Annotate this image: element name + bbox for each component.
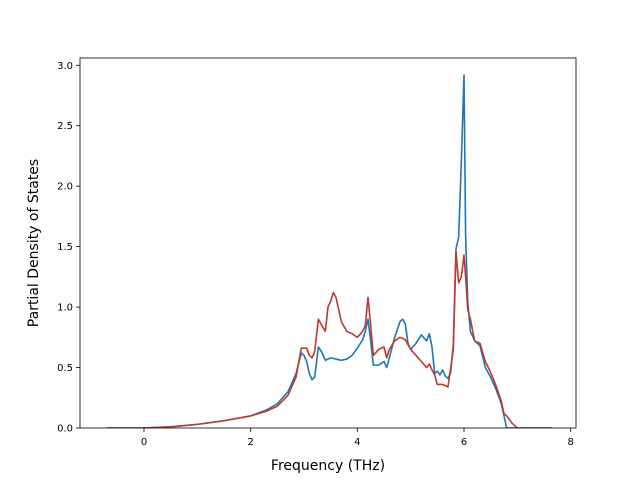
- y-tick-label: 2.5: [57, 121, 73, 132]
- series-line-2: [106, 250, 552, 428]
- y-tick-label: 0.0: [57, 424, 73, 435]
- x-axis-label: Frequency (THz): [271, 458, 385, 474]
- x-tick-label: 0: [141, 437, 147, 448]
- y-tick-label: 3.0: [57, 61, 73, 72]
- axes: 0 2 4 6 8 0.0 0.5 1.0 1.5 2.0 2.5 3.0: [57, 57, 577, 448]
- x-tick-label: 2: [247, 437, 253, 448]
- axes-frame: [79, 57, 577, 429]
- x-tick-label: 8: [567, 437, 573, 448]
- x-tick-label: 4: [354, 437, 360, 448]
- series-group: [106, 74, 552, 428]
- y-tick-label: 0.5: [57, 363, 73, 374]
- plot-area: [106, 74, 552, 428]
- y-tick-label: 1.5: [57, 242, 73, 253]
- y-tick-label: 2.0: [57, 182, 73, 193]
- x-tick-label: 6: [461, 437, 467, 448]
- y-tick-label: 1.0: [57, 303, 73, 314]
- y-axis-label: Partial Density of States: [26, 159, 42, 327]
